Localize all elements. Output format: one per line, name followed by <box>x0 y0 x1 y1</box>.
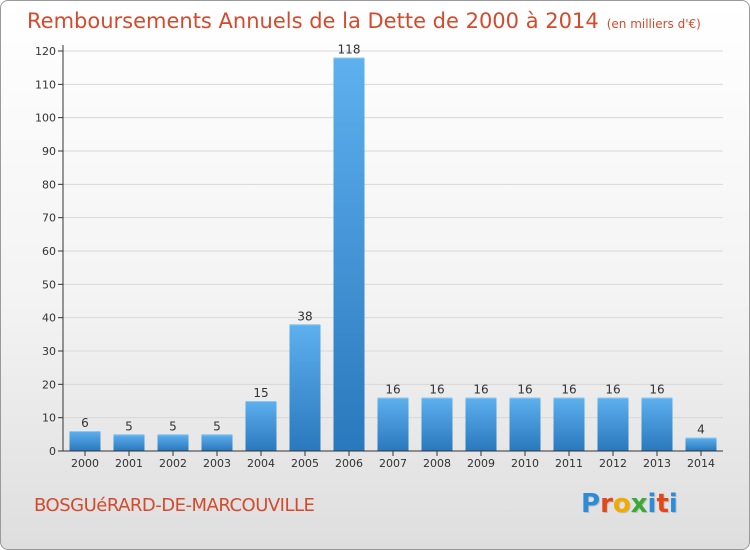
x-tick-label-2006: 2006 <box>335 457 363 470</box>
y-tick-label: 80 <box>42 178 56 191</box>
y-tick-label: 0 <box>49 445 56 458</box>
x-tick-label-2014: 2014 <box>687 457 715 470</box>
bar-2006 <box>333 57 365 452</box>
x-tick-label-2003: 2003 <box>203 457 231 470</box>
y-tick-label: 110 <box>35 78 56 91</box>
bar-2011 <box>553 397 585 451</box>
bar-2014 <box>685 437 717 451</box>
value-label-2000: 6 <box>81 416 89 430</box>
value-label-2003: 5 <box>213 419 221 433</box>
y-tick-label: 40 <box>42 312 56 325</box>
x-tick-label-2002: 2002 <box>159 457 187 470</box>
value-label-2012: 16 <box>605 383 620 397</box>
bar-2012 <box>597 397 629 451</box>
logo-letter: x <box>630 489 648 519</box>
value-label-2013: 16 <box>649 383 664 397</box>
y-tick-label: 20 <box>42 378 56 391</box>
x-tick-label-2011: 2011 <box>555 457 583 470</box>
y-tick-label: 120 <box>35 45 56 58</box>
value-label-2011: 16 <box>561 383 576 397</box>
bar-2003 <box>201 434 233 451</box>
logo-letter: r <box>600 489 613 519</box>
logo-letter: t <box>656 489 669 519</box>
value-label-2004: 15 <box>253 386 268 400</box>
chart-title: Remboursements Annuels de la Dette de 20… <box>27 9 701 33</box>
bar-2010 <box>509 397 541 451</box>
bar-2013 <box>641 397 673 451</box>
bar-2005 <box>289 324 321 451</box>
logo-letter: o <box>612 489 631 519</box>
bar-2001 <box>113 434 145 451</box>
bar-2009 <box>465 397 497 451</box>
y-tick-label: 60 <box>42 245 56 258</box>
value-label-2014: 4 <box>697 423 705 437</box>
x-tick-label-2013: 2013 <box>643 457 671 470</box>
value-label-2002: 5 <box>169 419 177 433</box>
value-label-2005: 38 <box>297 309 312 323</box>
value-label-2001: 5 <box>125 419 133 433</box>
bar-2008 <box>421 397 453 451</box>
grid-layer <box>63 50 723 419</box>
x-tick-label-2007: 2007 <box>379 457 407 470</box>
value-label-2010: 16 <box>517 383 532 397</box>
x-tick-label-2000: 2000 <box>71 457 99 470</box>
axis-layer: 0 10 20 30 40 50 60 70 80 90 100 110 120 <box>35 45 723 458</box>
x-tick-label-2010: 2010 <box>511 457 539 470</box>
proxiti-logo: Proxiti <box>581 489 678 519</box>
bar-2002 <box>157 434 189 451</box>
x-tick-label-2001: 2001 <box>115 457 143 470</box>
chart-title-text: Remboursements Annuels de la Dette de 20… <box>27 9 599 33</box>
bar-2004 <box>245 401 277 451</box>
y-tick-label: 50 <box>42 278 56 291</box>
y-tick-label: 10 <box>42 412 56 425</box>
logo-letter: i <box>668 489 678 519</box>
value-label-2006: 118 <box>338 43 361 57</box>
value-label-2008: 16 <box>429 383 444 397</box>
y-tick-label: 30 <box>42 345 56 358</box>
x-tick-label-2008: 2008 <box>423 457 451 470</box>
logo-letter: P <box>581 489 601 519</box>
x-tick-label-2012: 2012 <box>599 457 627 470</box>
y-tick-label: 100 <box>35 112 56 125</box>
value-label-2007: 16 <box>385 383 400 397</box>
x-tick-label-2004: 2004 <box>247 457 275 470</box>
value-label-2009: 16 <box>473 383 488 397</box>
y-tick-label: 70 <box>42 212 56 225</box>
bar-2007 <box>377 397 409 451</box>
commune-name: BOSGUéRARD-DE-MARCOUVILLE <box>34 495 315 516</box>
x-tick-label-2005: 2005 <box>291 457 319 470</box>
chart-unit-label: (en milliers d'€) <box>606 17 701 31</box>
label-layer: 6 2000 5 2001 5 2002 5 2003 15 2004 38 2005 118 2006 1… <box>71 43 715 470</box>
logo-letter: i <box>647 489 657 519</box>
y-tick-label: 90 <box>42 145 56 158</box>
bar-layer <box>69 57 717 452</box>
x-tick-label-2009: 2009 <box>467 457 495 470</box>
bar-2000 <box>69 431 101 451</box>
